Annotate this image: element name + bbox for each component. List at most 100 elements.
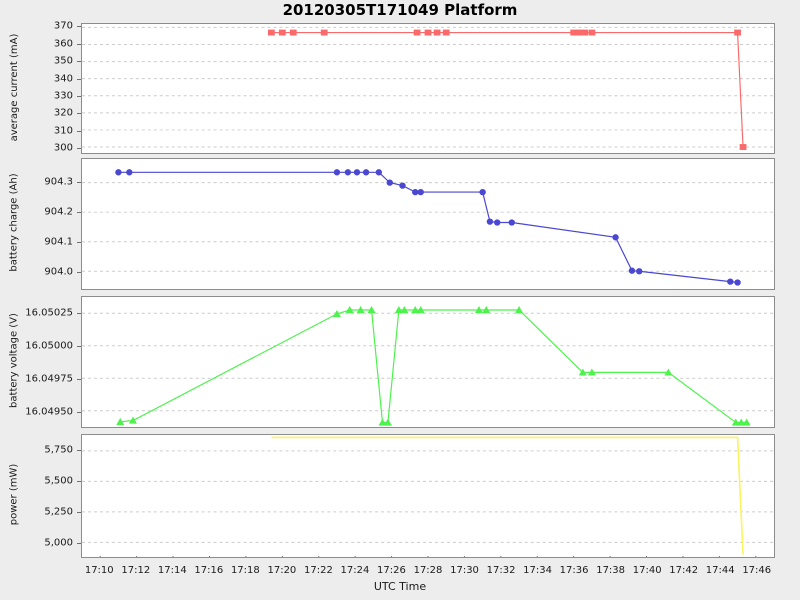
y-tickmark	[77, 113, 81, 115]
data-point-marker	[486, 218, 494, 225]
data-point-marker	[636, 268, 643, 275]
x-tick-label: 17:22	[303, 565, 333, 576]
y-tick-label: 350	[53, 55, 73, 67]
y-tickmark	[77, 212, 81, 213]
data-point-marker	[588, 29, 596, 36]
y-tickmark	[77, 543, 81, 545]
data-point-marker	[581, 29, 588, 36]
x-axis-label: UTC Time	[373, 580, 427, 593]
y-tickmark	[77, 61, 81, 63]
data-point-marker	[411, 306, 420, 314]
data-point-marker	[734, 29, 741, 36]
data-point-marker	[570, 29, 578, 36]
data-point-marker	[386, 179, 393, 186]
page-title: 20120305T171049 Platform	[282, 1, 518, 19]
panel-battery-charge	[81, 158, 775, 290]
data-point-marker	[115, 169, 122, 176]
y-tick-label: 904.0	[44, 266, 73, 278]
y-tickmark	[77, 345, 81, 347]
data-point-marker	[412, 188, 419, 196]
series-line-battery-voltage	[120, 309, 747, 424]
data-point-marker	[375, 169, 383, 176]
data-point-marker	[737, 418, 746, 426]
y-tick-label: 5,250	[44, 506, 73, 518]
y-tickmark	[77, 312, 81, 314]
y-tick-label: 330	[53, 90, 73, 102]
x-tick-label: 17:12	[121, 565, 151, 576]
y-tick-label: 310	[53, 125, 73, 137]
y-tickmark	[77, 95, 81, 97]
y-tick-label: 16.05000	[25, 340, 73, 351]
data-point-marker	[116, 417, 125, 425]
axis-label-average-current: average current (mA)	[8, 33, 20, 141]
y-tick-label: 320	[53, 107, 73, 119]
axis-label-battery-voltage: battery voltage (V)	[8, 313, 20, 408]
plot-area-battery-charge	[82, 169, 774, 286]
data-point-marker	[417, 188, 424, 196]
y-tick-label: 5,000	[44, 537, 73, 549]
data-point-marker	[383, 418, 392, 426]
x-tick-label: 17:30	[450, 565, 479, 576]
panel-average-current	[81, 23, 775, 154]
y-tickmark	[77, 512, 81, 514]
y-tick-label: 16.04975	[25, 373, 73, 384]
y-tick-label: 904.2	[44, 206, 73, 218]
data-point-marker	[479, 188, 486, 196]
y-tick-label: 904.3	[44, 176, 73, 188]
data-point-marker	[333, 169, 341, 176]
y-tick-label: 16.05025	[25, 307, 73, 318]
data-point-marker	[129, 416, 137, 424]
data-point-marker	[612, 234, 619, 241]
data-point-marker	[475, 306, 483, 314]
x-tick-label: 17:18	[230, 565, 260, 576]
y-tick-label: 904.1	[44, 236, 73, 248]
x-tick-label: 17:24	[340, 565, 370, 576]
data-point-marker	[742, 418, 751, 426]
data-point-marker	[727, 278, 734, 285]
panel-power	[81, 434, 775, 558]
data-point-marker	[734, 279, 741, 286]
y-tickmark	[77, 78, 81, 80]
y-tick-label: 370	[53, 20, 73, 32]
y-tick-label: 5,500	[44, 475, 73, 487]
plot-area-battery-voltage	[82, 306, 774, 426]
x-tick-label: 17:40	[632, 565, 662, 576]
data-point-marker	[664, 368, 673, 376]
data-point-marker	[399, 182, 406, 189]
y-tickmark	[77, 130, 81, 132]
data-point-marker	[394, 306, 403, 314]
data-point-marker	[126, 169, 133, 176]
data-point-marker	[378, 418, 387, 426]
data-point-marker	[424, 29, 432, 36]
x-tick-label: 17:36	[559, 565, 589, 576]
data-point-marker	[345, 306, 354, 314]
data-point-marker	[482, 306, 491, 314]
data-point-marker	[515, 306, 524, 314]
x-tick-label: 17:28	[413, 565, 443, 576]
data-point-marker	[494, 219, 501, 226]
data-point-marker	[413, 29, 421, 36]
plot-area-average-current	[82, 26, 774, 150]
series-line-battery-charge	[118, 171, 738, 284]
plot-area-power	[82, 436, 774, 557]
x-tick-label: 17:46	[742, 565, 772, 576]
data-point-marker	[628, 267, 636, 274]
y-tickmark	[77, 378, 81, 380]
y-tick-label: 5,750	[44, 444, 73, 456]
x-tick-label: 17:42	[669, 565, 699, 576]
y-tickmark	[77, 242, 81, 243]
x-tick-label: 17:16	[194, 565, 224, 576]
y-tickmark	[77, 450, 81, 452]
data-point-marker	[416, 306, 425, 314]
x-tick-label: 17:38	[596, 565, 626, 576]
y-tick-label: 16.04950	[25, 406, 73, 417]
axis-label-battery-charge: battery charge (Ah)	[8, 173, 20, 272]
data-point-marker	[289, 29, 297, 36]
y-tick-label: 300	[53, 142, 73, 154]
y-tickmark	[77, 147, 81, 149]
x-tick-label: 17:34	[523, 565, 552, 576]
data-point-marker	[353, 169, 361, 176]
y-tick-label: 340	[53, 73, 73, 85]
panel-battery-voltage	[81, 296, 775, 428]
